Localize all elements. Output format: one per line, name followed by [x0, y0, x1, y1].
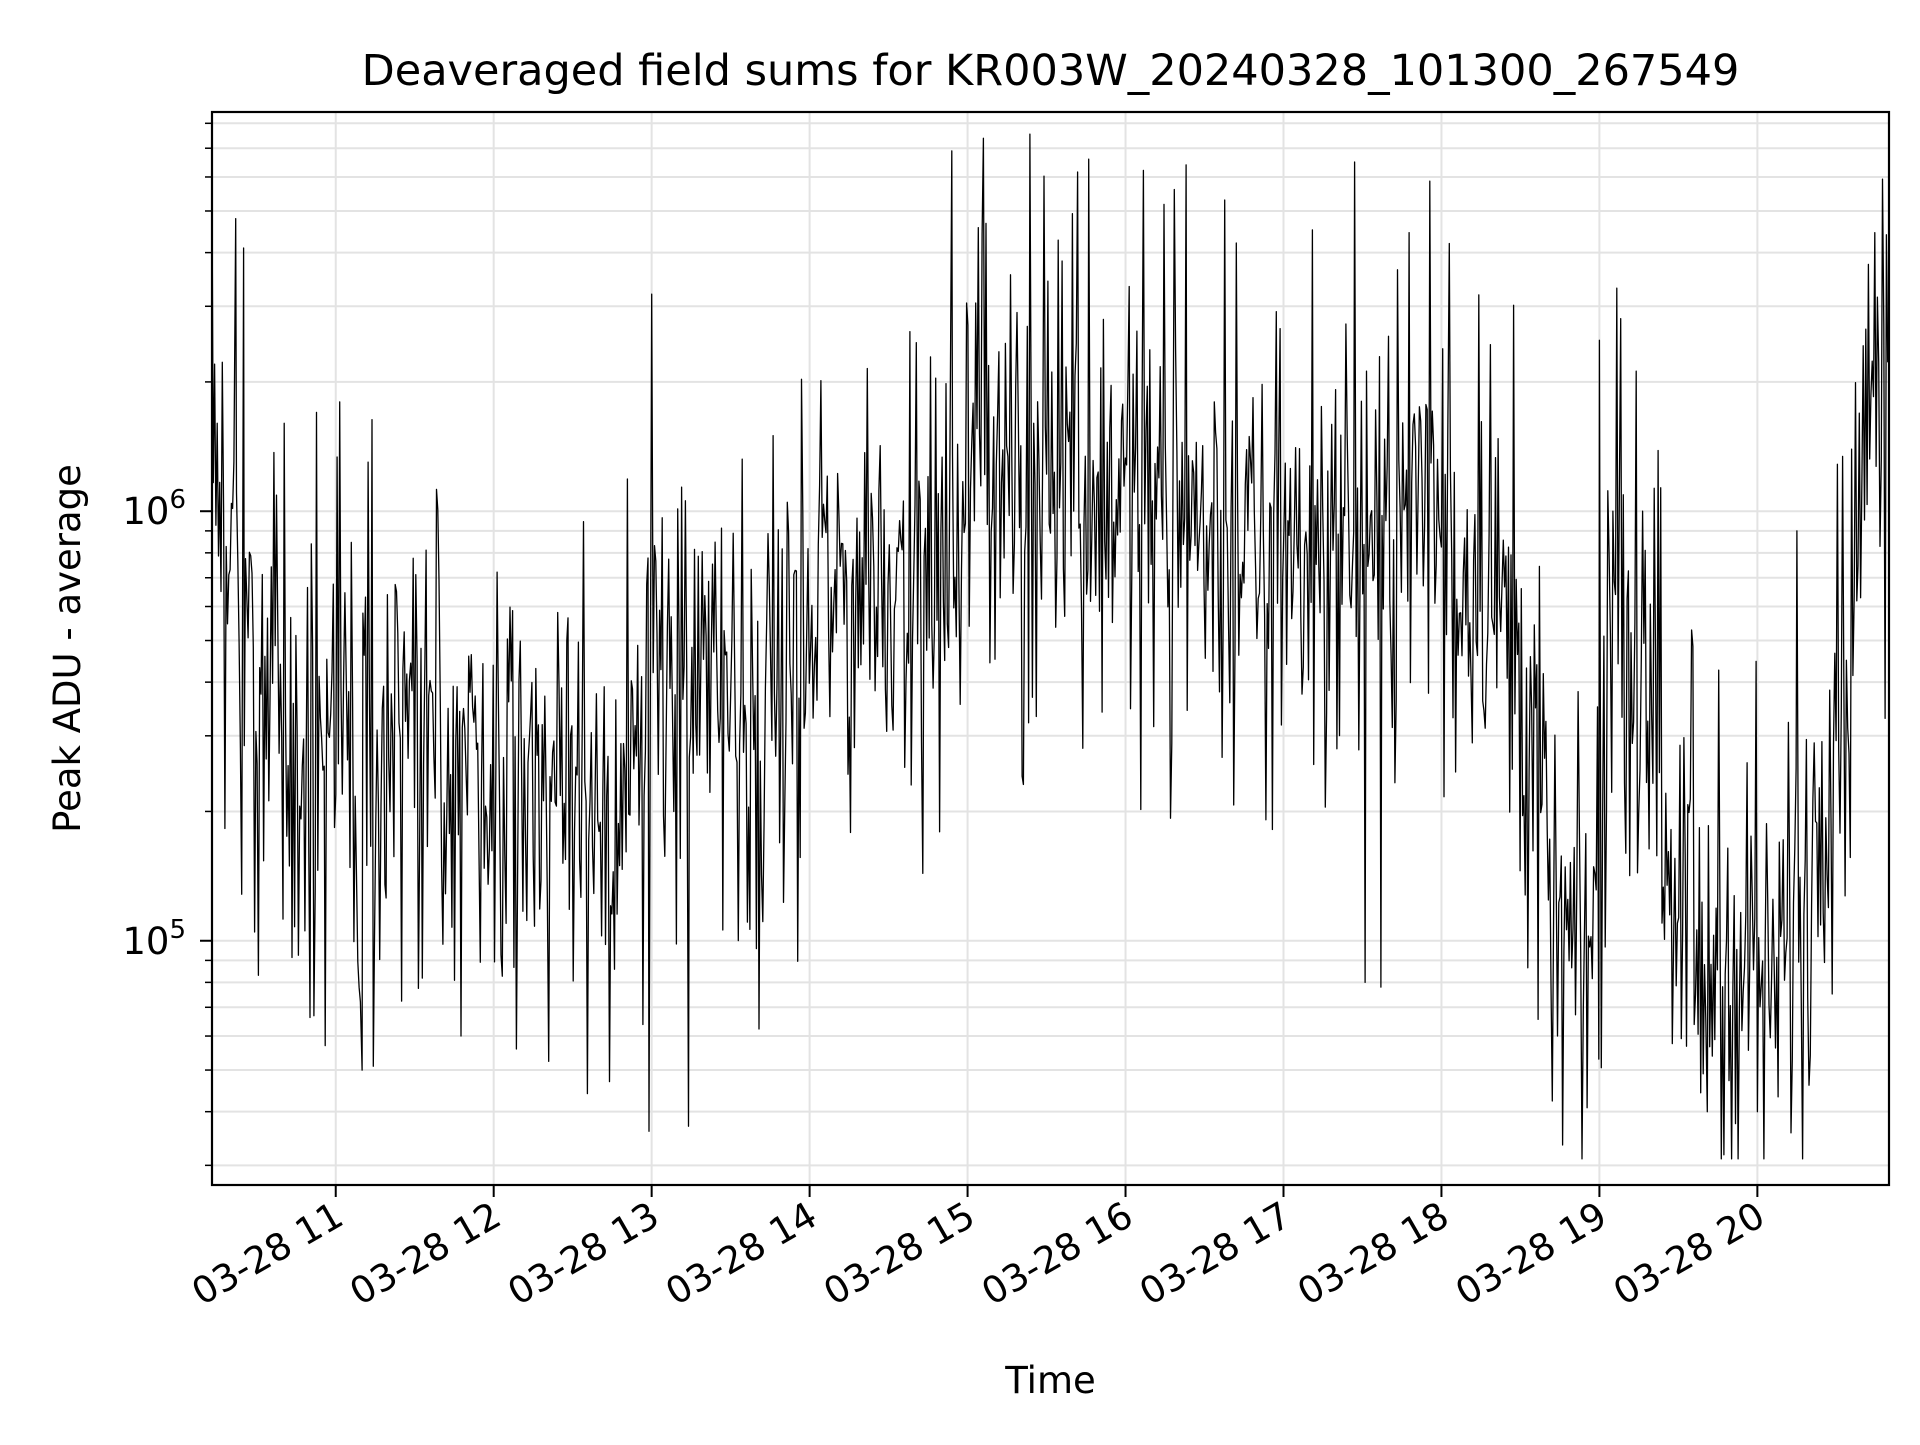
- y-tick-exponent: 5: [169, 915, 186, 945]
- y-tick-label: 105: [122, 915, 186, 963]
- plot-frame: [210, 110, 1891, 1187]
- y-tick-exponent: 6: [169, 485, 186, 515]
- chart-title: Deaveraged field sums for KR003W_2024032…: [362, 46, 1740, 96]
- y-tick-base: 10: [122, 920, 169, 963]
- y-axis-label: Peak ADU - average: [46, 464, 89, 833]
- x-axis-label: Time: [1004, 1359, 1096, 1402]
- y-tick-base: 10: [122, 490, 169, 533]
- y-tick-label: 106: [122, 485, 186, 533]
- grid-layer: [212, 112, 1889, 1185]
- series-line: [211, 133, 1890, 1160]
- series-layer: [211, 133, 1890, 1160]
